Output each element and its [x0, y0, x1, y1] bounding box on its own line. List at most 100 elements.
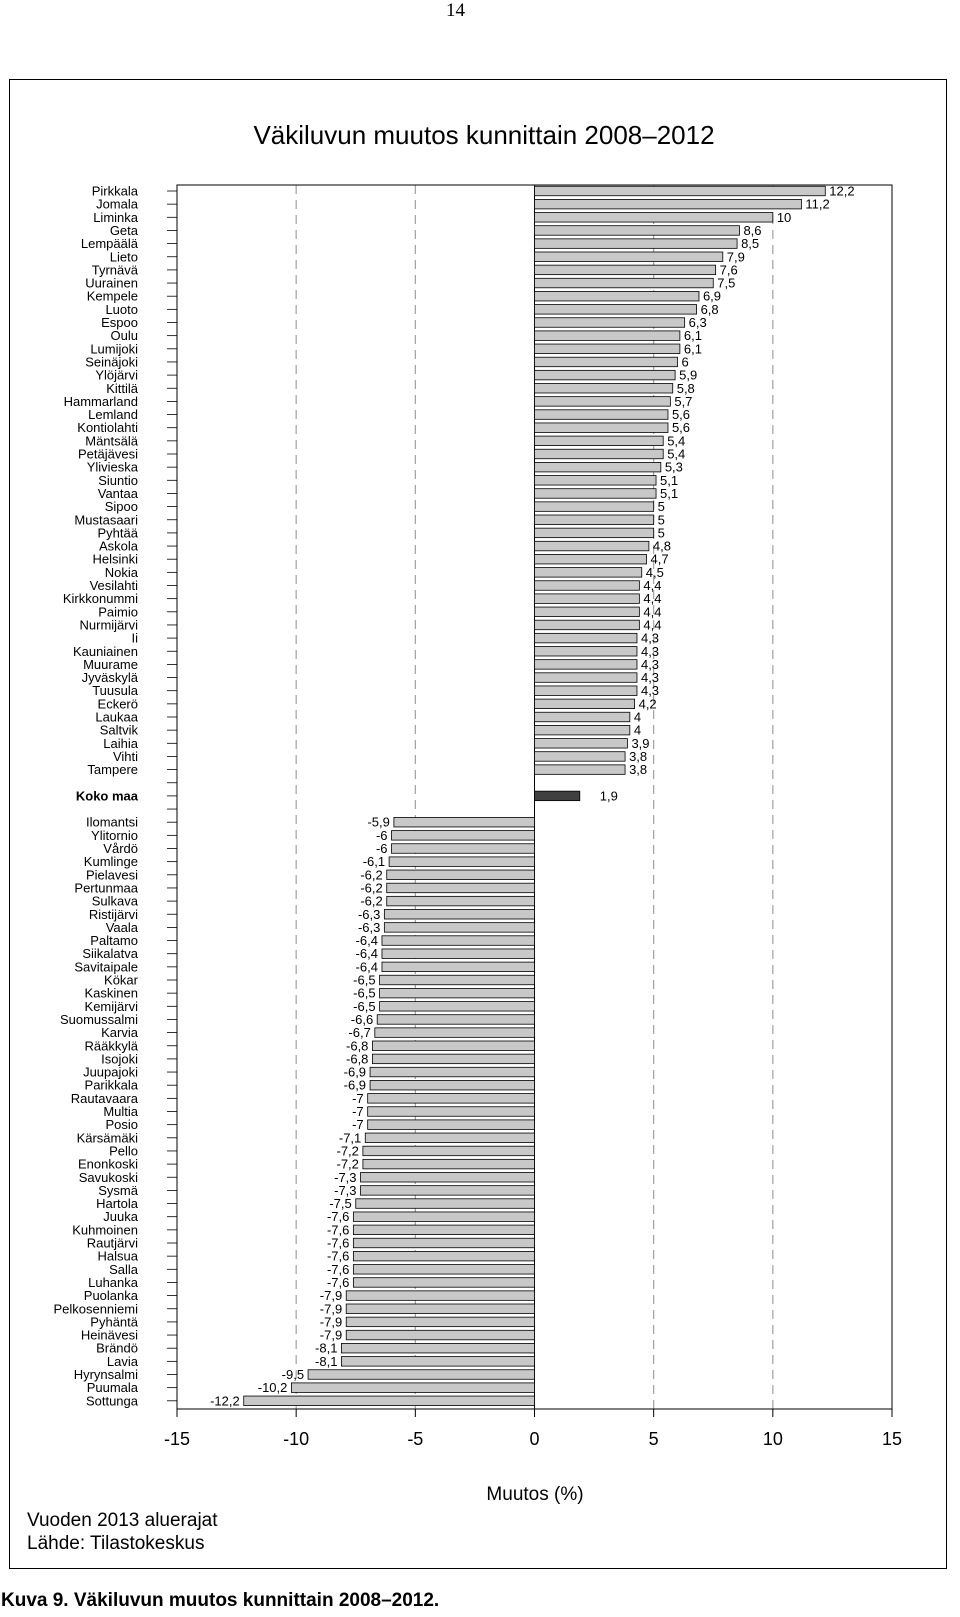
category-label: Kempele: [87, 289, 138, 304]
data-label: 4,3: [641, 657, 659, 672]
data-label: -7,9: [320, 1301, 342, 1316]
bar: [367, 1119, 535, 1130]
bar: [362, 1158, 535, 1170]
note-aluerajat: Vuoden 2013 aluerajat: [27, 1510, 218, 1531]
data-label: 5: [658, 512, 665, 527]
chart-title: Väkiluvun muutos kunnittain 2008–2012: [253, 120, 714, 150]
data-label: 3,9: [631, 736, 649, 751]
data-label: 6,1: [684, 341, 702, 356]
data-label: -7: [352, 1091, 364, 1106]
bar: [534, 488, 657, 499]
bar: [391, 830, 535, 841]
data-label: -7,9: [320, 1314, 342, 1329]
data-label: -7,5: [329, 1196, 351, 1211]
data-label: -7,6: [327, 1222, 349, 1237]
bar: [534, 632, 638, 644]
category-label: Tyrnävä: [92, 262, 139, 277]
bar: [534, 514, 655, 525]
bar: [369, 1080, 535, 1091]
bar: [381, 948, 535, 959]
bar: [376, 1014, 535, 1025]
data-label: -9,5: [282, 1367, 304, 1382]
category-label: Saltvik: [100, 723, 139, 738]
data-label: -6,7: [348, 1025, 370, 1040]
data-label: -6,5: [353, 999, 375, 1014]
category-label: Multia: [103, 1104, 138, 1119]
category-label: Pyhtää: [98, 525, 139, 540]
category-label: Savukoski: [79, 1170, 138, 1185]
bar: [534, 567, 643, 578]
bar: [345, 1303, 535, 1314]
data-label: 1,9: [600, 788, 618, 803]
data-label: -12,2: [210, 1393, 240, 1408]
data-label: 4,8: [653, 539, 671, 554]
category-label: Rääkkylä: [85, 1038, 139, 1053]
bar: [534, 698, 635, 709]
bar: [352, 1264, 535, 1275]
category-label: Sottunga: [86, 1393, 139, 1408]
data-label: 7,9: [727, 249, 745, 264]
bar: [534, 225, 740, 236]
category-label: Lieto: [110, 249, 138, 264]
data-label: 4: [634, 723, 641, 738]
bar: [534, 277, 714, 289]
chart-frame: [9, 79, 947, 1569]
bar: [341, 1343, 535, 1354]
category-label: Puumala: [87, 1380, 139, 1395]
bar: [534, 672, 638, 683]
bar: [355, 1198, 535, 1209]
category-label: Brändö: [96, 1341, 138, 1356]
category-label: Posio: [105, 1117, 138, 1132]
data-label: -7,6: [327, 1236, 349, 1251]
x-tick-label: 10: [763, 1429, 783, 1449]
data-label: -6,3: [358, 920, 380, 935]
bar: [379, 1001, 535, 1012]
bar: [383, 922, 535, 933]
data-label: -7,9: [320, 1288, 342, 1303]
x-tick-label: -15: [164, 1429, 190, 1449]
category-label: Lumijoki: [90, 341, 138, 356]
data-label: -6,4: [356, 959, 378, 974]
data-label: 12,2: [829, 184, 854, 199]
category-label: Kaskinen: [85, 986, 138, 1001]
data-label: 4,3: [641, 670, 659, 685]
category-label: Juupajoki: [83, 1065, 138, 1080]
data-label: -6,9: [344, 1065, 366, 1080]
category-label: Paimio: [98, 604, 138, 619]
category-label: Ylöjärvi: [95, 368, 138, 383]
bar: [307, 1369, 535, 1380]
data-label: 5,9: [679, 368, 697, 383]
category-label: Isojoki: [101, 1051, 138, 1066]
category-label: Oulu: [111, 328, 138, 343]
bar: [534, 580, 640, 591]
x-axis-label: Muutos (%): [486, 1484, 583, 1505]
data-label: -6,8: [346, 1051, 368, 1066]
category-label: Mustasaari: [74, 512, 138, 527]
bar: [379, 974, 535, 986]
category-label: Hammarland: [64, 394, 138, 409]
bar: [360, 1172, 535, 1183]
data-label: -6,4: [356, 946, 378, 961]
labels: -15 -10 -5 0 5 10 15 Pirkkala 12,2 Jomala 11,2 Limi…: [53, 184, 902, 1450]
data-label: -5,9: [367, 815, 389, 830]
bar: [290, 1382, 535, 1393]
category-label: Kittilä: [106, 381, 139, 396]
bar: [534, 646, 638, 657]
bar: [534, 435, 664, 447]
bar: [341, 1356, 535, 1367]
category-label: Luoto: [105, 302, 138, 317]
x-tick-label: -5: [407, 1429, 423, 1449]
category-label: Kökar: [104, 973, 139, 988]
bar: [360, 1185, 535, 1196]
bar: [534, 343, 681, 354]
bar: [534, 685, 638, 696]
category-label: Paltamo: [90, 933, 138, 948]
category-label: Lemland: [88, 407, 138, 422]
x-tick-label: 0: [529, 1429, 539, 1449]
data-label: 4,4: [643, 604, 661, 619]
bar: [534, 593, 640, 604]
category-label: Pielavesi: [86, 867, 138, 882]
bar: [364, 1132, 535, 1143]
bar: [534, 264, 717, 276]
category-label: Sipoo: [105, 499, 138, 514]
